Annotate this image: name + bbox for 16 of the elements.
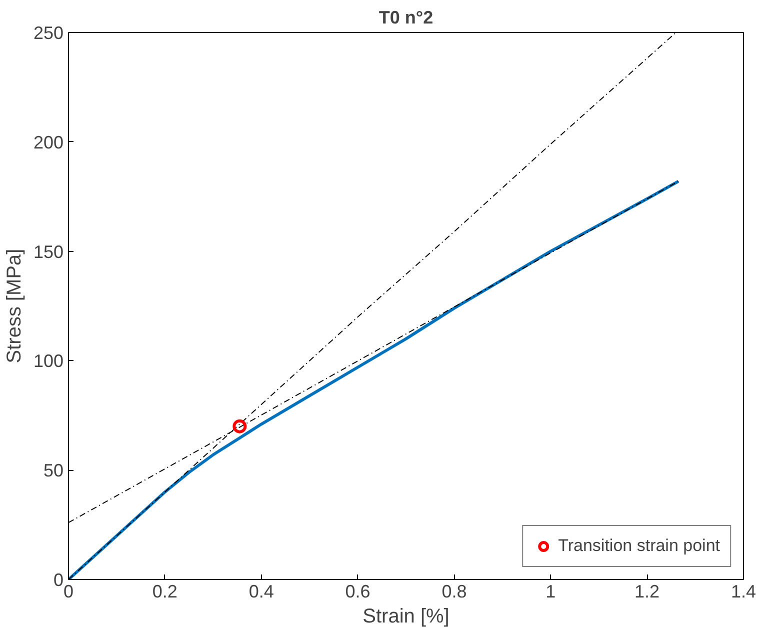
y-tick-label: 200 (33, 132, 64, 152)
y-tick-label: 150 (33, 242, 64, 262)
x-tick-label: 0.4 (248, 582, 274, 602)
chart-title: T0 n°2 (378, 8, 434, 28)
x-tick-label: 1 (546, 582, 556, 602)
x-axis-title: Strain [%] (362, 606, 450, 628)
legend-label: Transition strain point (558, 536, 720, 556)
x-tick-label: 0.8 (442, 582, 467, 602)
x-tick-label: 1.2 (634, 582, 660, 602)
y-tick-label: 100 (33, 351, 64, 372)
y-tick-label: 250 (33, 23, 64, 43)
x-tick-label: 0.2 (152, 582, 178, 602)
y-tick-label: 50 (43, 460, 64, 481)
x-tick-label: 1.4 (730, 582, 756, 602)
x-tick-label: 0.6 (345, 582, 370, 602)
y-axis-title: Stress [MPa] (3, 248, 26, 364)
